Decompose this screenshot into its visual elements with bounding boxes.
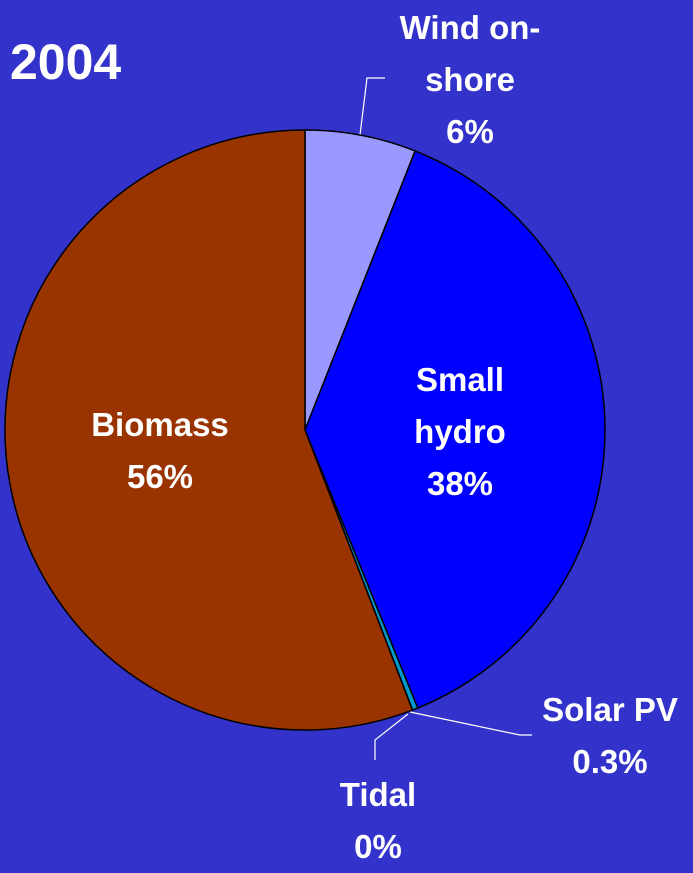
value-label: 38% [426, 465, 494, 502]
leader-line [359, 77, 385, 136]
category-label: Biomass [91, 406, 229, 443]
leader-line [374, 713, 409, 760]
category-label: Tidal [339, 776, 417, 813]
slice-label: Biomass 56% [60, 399, 260, 503]
leader-line [409, 711, 532, 736]
slice-label: Small hydro 38% [400, 354, 520, 510]
category-label: Solar PV [542, 691, 678, 728]
category-label: Wind on-shore [399, 9, 541, 98]
value-label: 6% [446, 113, 494, 150]
chart-title: 2004 [10, 34, 122, 90]
slice-label: Solar PV 0.3% [510, 684, 693, 788]
slice-label: Tidal 0% [303, 769, 453, 873]
value-label: 56% [126, 458, 194, 495]
slice-label: Wind on-shore 6% [390, 2, 550, 158]
value-label: 0% [354, 828, 402, 865]
pie-slice [4, 129, 414, 731]
value-label: 0.3% [572, 743, 648, 780]
category-label: Small hydro [414, 361, 506, 450]
pie-slice [304, 149, 606, 709]
